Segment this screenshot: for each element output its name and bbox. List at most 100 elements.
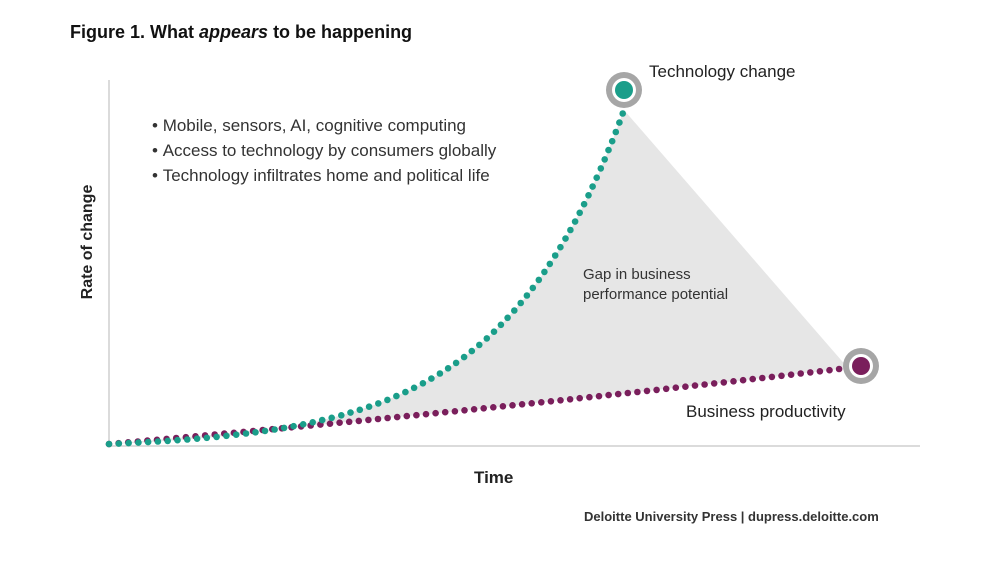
- technology-dot: [529, 284, 537, 292]
- business-dot: [787, 371, 795, 379]
- technology-dot: [593, 174, 600, 181]
- business-dot: [557, 397, 564, 404]
- bullet-item: Technology infiltrates home and politica…: [152, 163, 496, 188]
- technology-dot: [384, 396, 391, 404]
- business-productivity-label: Business productivity: [686, 402, 846, 421]
- technology-dot: [375, 400, 382, 407]
- technology-dot: [551, 252, 559, 259]
- technology-dot: [468, 347, 476, 355]
- technology-dot: [154, 438, 162, 445]
- technology-dot: [419, 380, 427, 387]
- technology-dot: [567, 226, 574, 234]
- technology-marker-dot: [615, 81, 633, 99]
- technology-dot: [252, 429, 259, 436]
- y-axis-label: Rate of change: [79, 184, 96, 300]
- business-dot: [595, 392, 603, 400]
- business-dot: [441, 408, 449, 416]
- business-dot: [768, 373, 776, 381]
- business-dot: [566, 396, 574, 403]
- business-dot: [461, 407, 468, 414]
- business-dot: [807, 369, 814, 376]
- business-dot: [749, 375, 756, 383]
- gap-label: Gap in business performance potential: [583, 265, 728, 305]
- bullet-list: Mobile, sensors, AI, cognitive computing…: [152, 113, 497, 188]
- business-dot: [470, 406, 478, 413]
- technology-dot: [213, 433, 220, 441]
- technology-dot: [497, 321, 505, 329]
- technology-dot: [546, 260, 554, 268]
- technology-dot: [125, 439, 132, 447]
- technology-dot: [576, 209, 583, 217]
- technology-dot: [115, 440, 123, 447]
- business-dot: [672, 384, 680, 392]
- technology-dot: [338, 412, 345, 419]
- gap-area: [109, 110, 848, 444]
- technology-dot: [203, 434, 211, 442]
- business-dot: [576, 394, 583, 402]
- business-dot: [730, 378, 737, 385]
- business-dot: [336, 419, 343, 427]
- business-dot: [643, 387, 651, 395]
- technology-dot: [589, 183, 596, 190]
- technology-dot: [135, 439, 142, 446]
- figure-title-suffix: to be happening: [268, 22, 413, 42]
- technology-dot: [261, 427, 269, 435]
- business-dot: [384, 414, 391, 422]
- business-dot: [509, 402, 516, 409]
- technology-dot: [164, 437, 171, 445]
- technology-dot: [174, 436, 181, 444]
- technology-dot: [328, 414, 336, 422]
- source-credit: Deloitte University Press | dupress.delo…: [584, 509, 879, 524]
- technology-dot: [476, 341, 483, 349]
- technology-dot: [232, 431, 240, 439]
- technology-dot: [535, 276, 543, 284]
- technology-dot: [444, 365, 452, 372]
- business-dot: [413, 411, 420, 419]
- technology-dot: [436, 370, 444, 377]
- business-dot: [490, 404, 497, 411]
- technology-dot: [223, 432, 230, 440]
- business-dot: [624, 389, 632, 397]
- business-dot: [432, 409, 439, 417]
- business-dot: [710, 380, 718, 387]
- technology-dot: [597, 165, 605, 172]
- technology-dot: [504, 314, 511, 322]
- technology-dot: [619, 110, 626, 117]
- technology-dot: [271, 426, 278, 433]
- business-dot: [759, 374, 766, 382]
- technology-dot: [601, 156, 608, 163]
- technology-dot: [562, 235, 569, 242]
- technology-change-dots: [105, 110, 626, 448]
- technology-dot: [523, 292, 531, 299]
- business-dot: [422, 410, 430, 418]
- business-dot: [778, 372, 785, 380]
- technology-change-marker: [606, 72, 642, 108]
- business-dot: [326, 420, 334, 428]
- technology-dot: [557, 243, 564, 251]
- business-dot: [547, 398, 555, 405]
- business-dot: [826, 366, 833, 374]
- figure-title-emphasis: appears: [199, 22, 269, 42]
- technology-dot: [410, 384, 418, 392]
- technology-dot: [242, 430, 250, 437]
- business-dot: [355, 417, 363, 425]
- business-dot: [691, 382, 699, 389]
- technology-dot: [452, 359, 460, 367]
- technology-dot: [347, 409, 354, 416]
- gap-label-line-1: Gap in business: [583, 266, 691, 283]
- business-dot: [365, 416, 372, 424]
- business-dot: [682, 383, 689, 391]
- technology-dot: [280, 424, 288, 432]
- technology-dot: [193, 435, 201, 443]
- business-dot: [701, 381, 708, 388]
- technology-dot: [184, 436, 191, 443]
- technology-dot: [299, 421, 307, 428]
- technology-dot: [490, 328, 498, 336]
- technology-dot: [541, 268, 548, 276]
- business-productivity-marker: [843, 348, 879, 384]
- business-dot: [653, 386, 660, 394]
- x-axis-label: Time: [474, 468, 514, 487]
- business-dot: [720, 379, 728, 386]
- business-dot: [662, 385, 670, 393]
